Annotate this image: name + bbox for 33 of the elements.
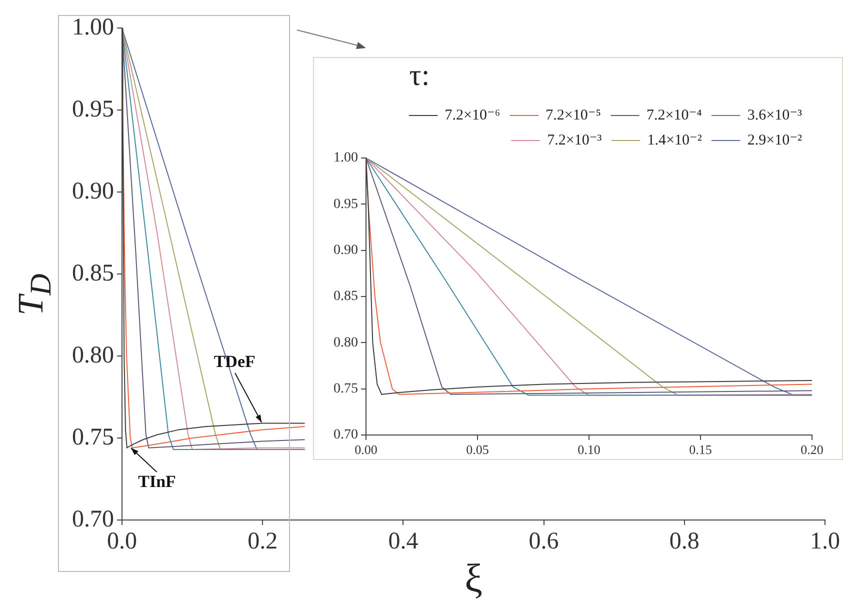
x-tick-label: 0.4: [388, 528, 418, 555]
x-tick-label: 0.6: [528, 528, 559, 555]
x-tick-label: 0.10: [578, 442, 600, 458]
legend-title: τ:: [409, 58, 430, 92]
y-tick-label: 0.85: [334, 289, 358, 304]
x-tick-label: 0.15: [689, 442, 712, 458]
legend-label: 7.2×10⁻³: [547, 132, 602, 148]
y-tick-label: 0.75: [334, 382, 358, 397]
y-tick-label: 0.70: [334, 428, 358, 443]
y-tick-label: 0.85: [72, 260, 114, 286]
x-tick-label: 0.05: [466, 442, 489, 458]
y-tick-label: 0.95: [72, 96, 114, 122]
legend-label: 7.2×10⁻⁶: [444, 107, 500, 124]
y-tick-label: 0.90: [334, 243, 358, 258]
y-tick-label: 0.75: [72, 424, 114, 450]
legend-label: 1.4×10⁻²: [647, 132, 702, 148]
x-tick-label: 0.00: [354, 442, 378, 458]
y-tick-label: 0.90: [72, 178, 114, 204]
legend-label: 7.2×10⁻⁴: [646, 107, 702, 124]
legend-label: 3.6×10⁻³: [747, 107, 803, 124]
y-tick-label: 1.00: [72, 14, 114, 40]
x-tick-label: 1.0: [810, 528, 840, 555]
y-tick-label: 0.80: [72, 342, 114, 368]
y-tick-label: 0.95: [334, 196, 358, 212]
legend-label: 7.2×10⁻⁵: [546, 107, 602, 124]
y-tick-label: 1.00: [334, 150, 358, 166]
legend-label: 2.9×10⁻²: [747, 132, 803, 148]
x-tick-label: 0.20: [800, 442, 824, 458]
x-tick-label: 0.2: [248, 528, 278, 555]
y-tick-label: 0.80: [334, 335, 358, 350]
x-tick-label: 0.8: [669, 528, 700, 555]
annotation: TInF: [138, 472, 176, 492]
x-axis-title: ξ: [464, 556, 482, 600]
